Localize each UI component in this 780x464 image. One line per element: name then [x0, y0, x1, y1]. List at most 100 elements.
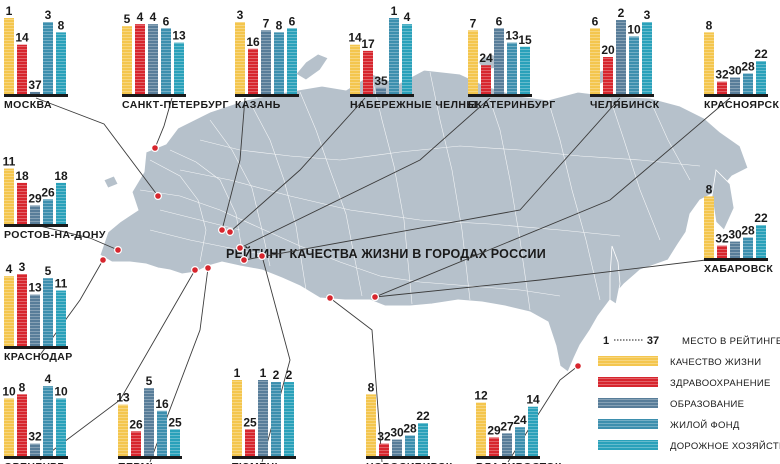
- city-marker-краснодар: [98, 256, 107, 265]
- bar-value-quality: 8: [368, 380, 375, 394]
- bar-stripes: [730, 241, 740, 258]
- bar-value-roads: 13: [172, 29, 186, 43]
- bar-stripes: [642, 22, 652, 94]
- bar-stripes: [174, 42, 184, 94]
- bar-value-roads: 22: [754, 47, 768, 61]
- bar-value-housing: 3: [45, 8, 52, 22]
- bar-value-housing: 6: [163, 14, 170, 28]
- bar-stripes: [743, 73, 753, 94]
- bar-value-roads: 4: [404, 10, 411, 24]
- bar-stripes: [30, 443, 40, 456]
- panel-baseline: [4, 346, 68, 349]
- city-marker-пермь: [204, 264, 213, 273]
- novaya-zemlya: [295, 53, 329, 81]
- bar-stripes: [135, 24, 145, 94]
- city-name-владивосток: ВЛАДИВОСТОК: [476, 461, 562, 464]
- city-marker-москва: [154, 192, 163, 201]
- bar-value-health: 17: [361, 37, 375, 51]
- bar-stripes: [515, 427, 525, 456]
- legend-rank-worst: 37: [647, 335, 659, 347]
- bar-stripes: [502, 433, 512, 456]
- bar-value-education: 30: [728, 64, 742, 78]
- leader-line-набережные-челны: [229, 97, 366, 233]
- bar-value-health: 4: [137, 10, 144, 24]
- legend-swatch-stripes: [598, 356, 658, 366]
- bar-stripes: [271, 382, 281, 456]
- bar-stripes: [258, 380, 268, 456]
- city-marker-екатеринбург: [236, 244, 245, 253]
- bar-value-roads: 22: [416, 409, 430, 423]
- bar-stripes: [520, 46, 530, 94]
- bar-value-health: 25: [243, 415, 257, 429]
- bar-value-education: 27: [500, 419, 514, 433]
- bar-value-roads: 22: [754, 211, 768, 225]
- legend-label-quality: КАЧЕСТВО ЖИЗНИ: [670, 357, 761, 368]
- sakhalin-island: [609, 245, 621, 305]
- bar-value-education: 2: [618, 6, 625, 20]
- city-name-екатеринбург: ЕКАТЕРИНБУРГ: [468, 99, 556, 111]
- bar-value-education: 7: [263, 16, 270, 30]
- leader-lines: [35, 97, 731, 463]
- bar-stripes: [730, 77, 740, 94]
- city-name-санкт-петербург: САНКТ-ПЕТЕРБУРГ: [122, 99, 229, 111]
- bar-value-quality: 8: [706, 18, 713, 32]
- bar-stripes: [157, 410, 167, 456]
- bar-value-quality: 3: [237, 8, 244, 22]
- bar-value-roads: 18: [54, 169, 68, 183]
- bar-stripes: [56, 290, 66, 346]
- bar-value-roads: 25: [168, 415, 182, 429]
- city-marker-хабаровск: [371, 293, 380, 302]
- leader-line-екатеринбург: [239, 97, 491, 249]
- bar-value-health: 3: [19, 260, 26, 274]
- city-marker-новосибирск: [326, 294, 335, 303]
- city-marker-оренбург: [191, 266, 200, 275]
- legend-items: КАЧЕСТВО ЖИЗНИ ЗДРАВООХРАНЕНИЕ ОБРАЗОВАНИЕ…: [598, 356, 780, 452]
- bar-value-quality: 5: [124, 12, 131, 26]
- bar-value-quality: 11: [3, 155, 16, 169]
- bar-value-education: 6: [496, 14, 503, 28]
- bar-stripes: [17, 274, 27, 346]
- legend-rank-label: МЕСТО В РЕЙТИНГЕ: [682, 335, 780, 347]
- panel-baseline: [118, 456, 182, 459]
- bar-value-quality: 13: [116, 391, 130, 405]
- region-borders: [139, 71, 701, 311]
- leader-line-казань: [221, 97, 246, 231]
- map-title: РЕЙТИНГ КАЧЕСТВА ЖИЗНИ В ГОРОДАХ РОССИИ: [226, 246, 546, 261]
- city-panel-оренбург: 10832410ОРЕНБУРГ: [2, 372, 68, 464]
- bar-stripes: [131, 431, 141, 456]
- bar-stripes: [376, 87, 386, 94]
- bar-value-quality: 7: [470, 16, 477, 30]
- bar-value-roads: 8: [58, 18, 65, 32]
- city-name-хабаровск: ХАБАРОВСК: [704, 263, 773, 275]
- bar-stripes: [118, 404, 128, 456]
- legend-swatch-stripes: [598, 419, 658, 429]
- bar-value-quality: 14: [348, 31, 362, 45]
- bar-stripes: [43, 386, 53, 456]
- panel-baseline: [350, 94, 414, 97]
- panel-baseline: [232, 456, 296, 459]
- bar-value-housing: 1: [391, 4, 398, 18]
- bar-stripes: [528, 406, 538, 456]
- bar-stripes: [743, 237, 753, 258]
- bar-stripes: [366, 394, 376, 456]
- city-markers: [98, 144, 582, 371]
- leader-line-санкт-петербург: [154, 97, 173, 149]
- bar-value-housing: 13: [505, 29, 519, 43]
- bar-stripes: [402, 24, 412, 94]
- bar-stripes: [17, 44, 27, 94]
- bar-stripes: [43, 278, 53, 346]
- bar-stripes: [248, 48, 258, 94]
- bar-stripes: [468, 30, 478, 94]
- bar-stripes: [476, 402, 486, 456]
- bar-stripes: [284, 382, 294, 456]
- leader-line-новосибирск: [329, 297, 383, 463]
- bar-stripes: [717, 81, 727, 94]
- bar-stripes: [56, 32, 66, 94]
- bar-value-education: 13: [28, 281, 42, 295]
- bar-stripes: [43, 199, 53, 224]
- city-name-москва: МОСКВА: [4, 99, 52, 111]
- bar-stripes: [389, 18, 399, 94]
- bar-value-roads: 15: [518, 33, 532, 47]
